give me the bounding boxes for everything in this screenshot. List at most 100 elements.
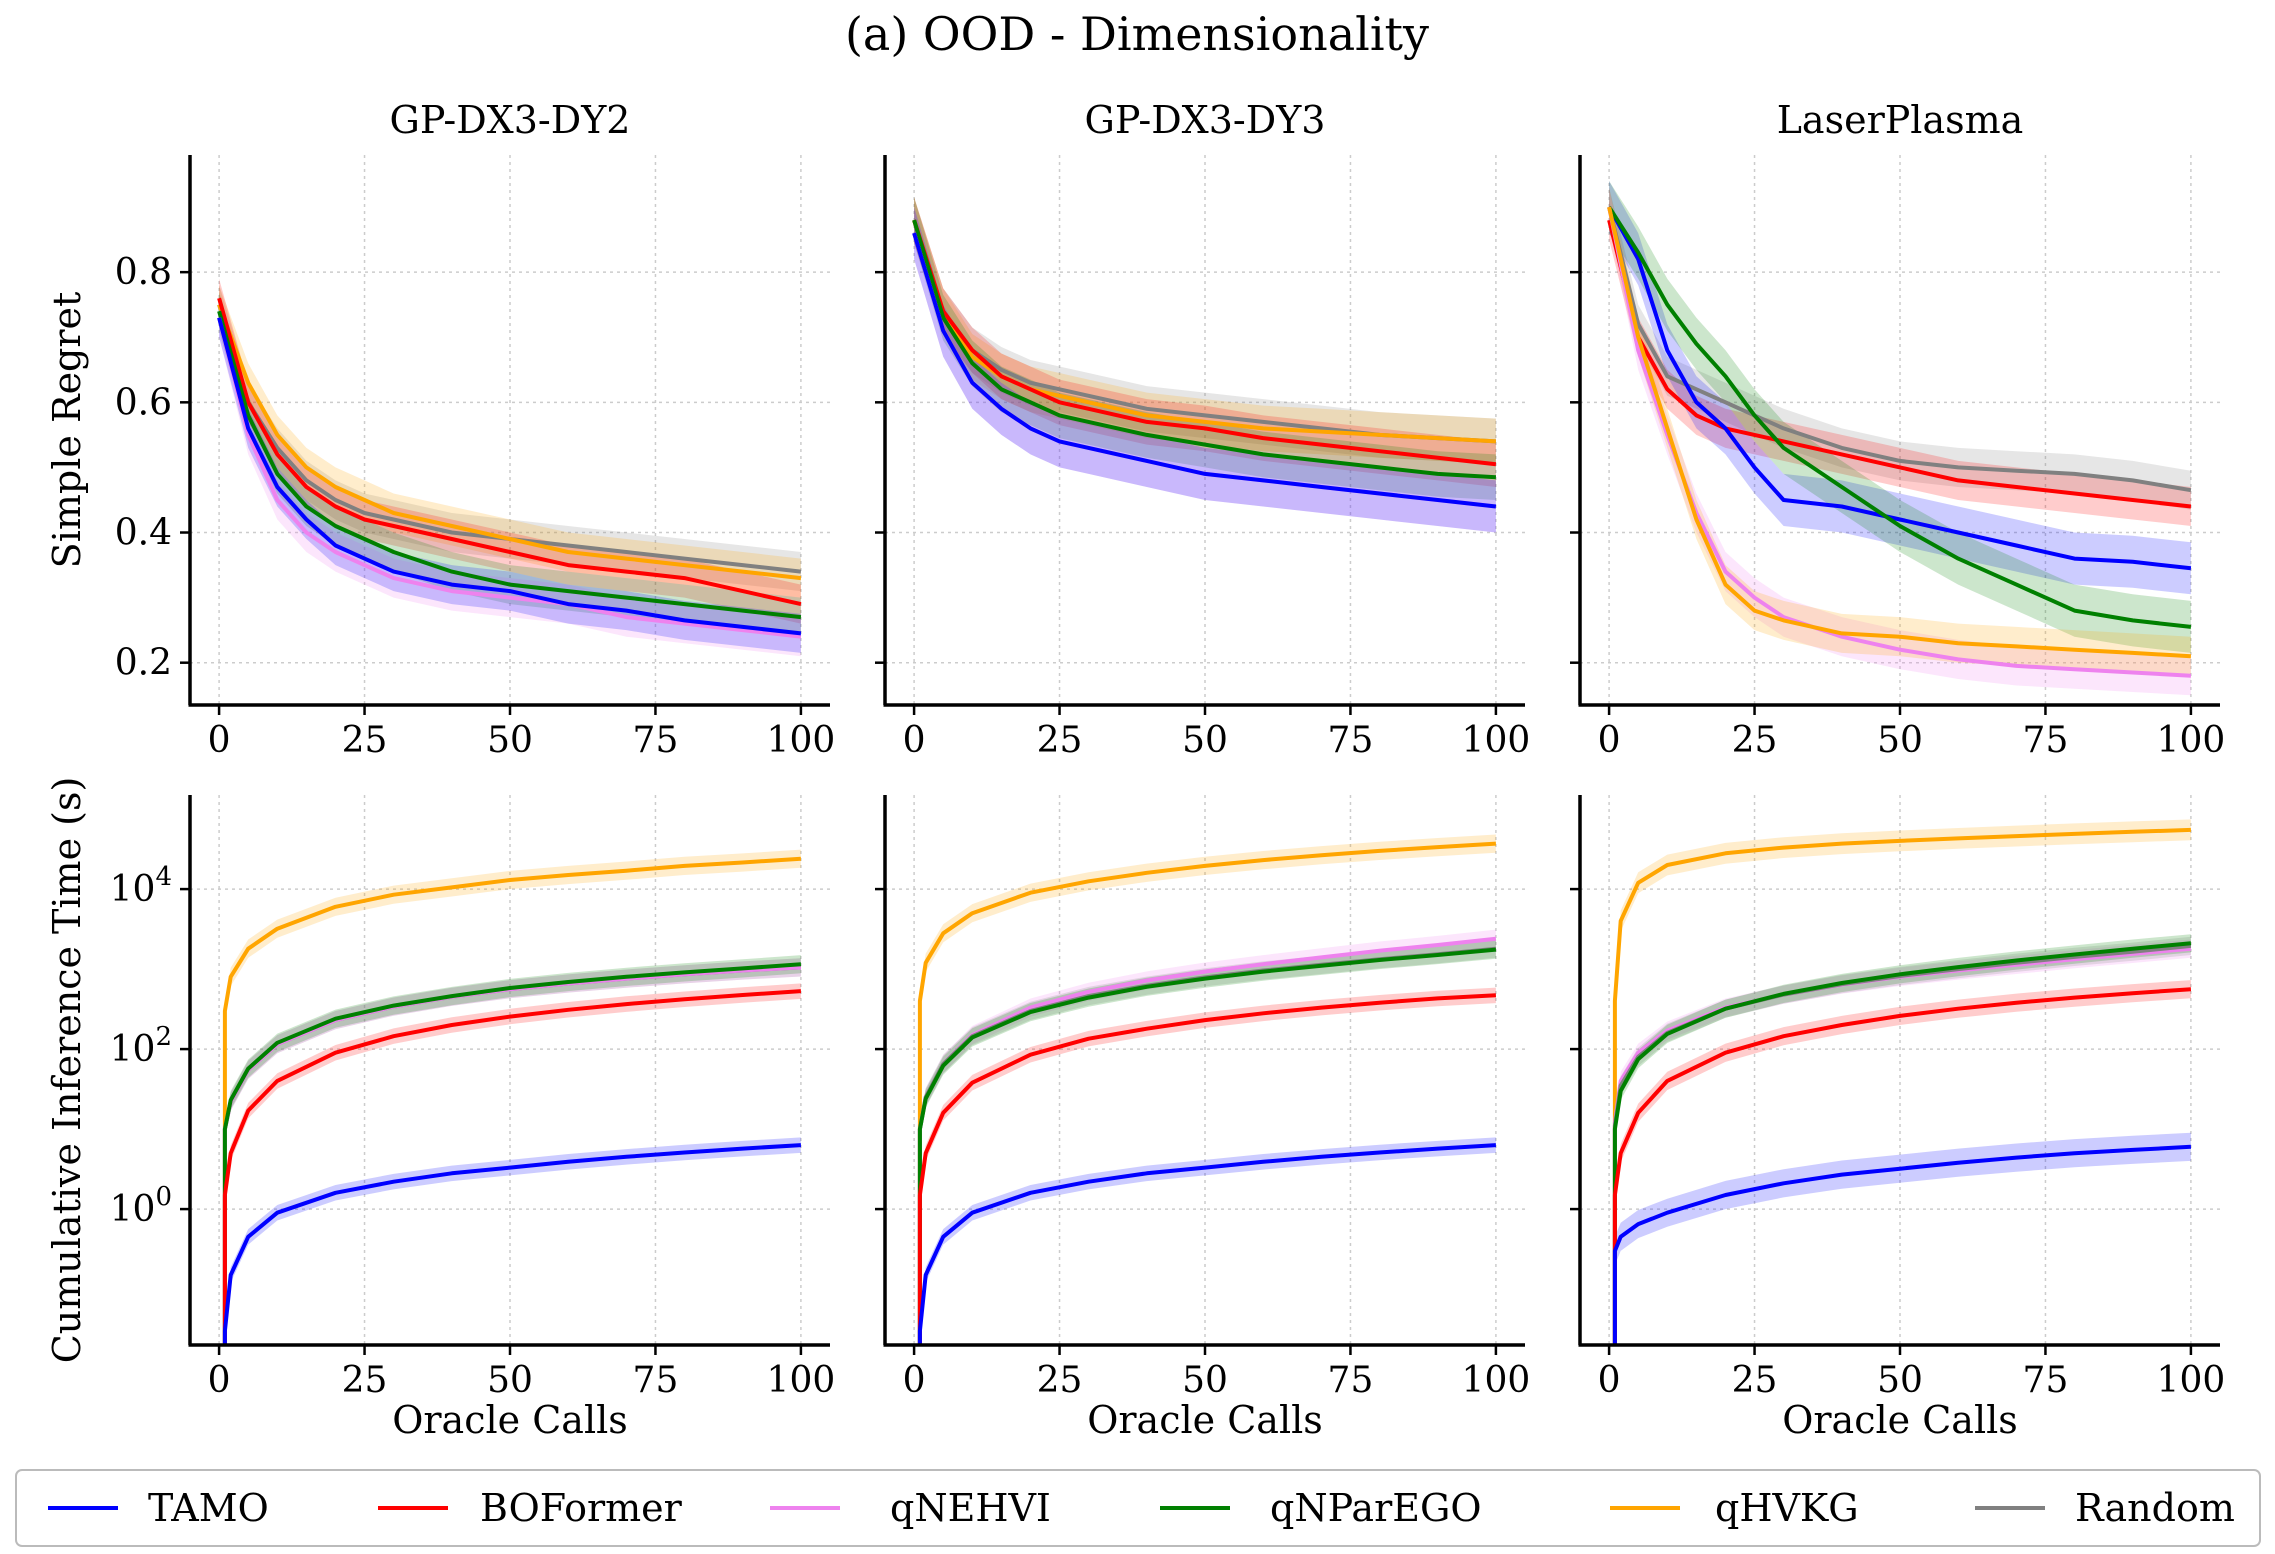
line-qhvkg: [217, 304, 802, 581]
x-tick-label: 100: [2157, 720, 2226, 761]
line-qnparego: [917, 947, 1497, 1345]
panel-title: LaserPlasma: [1777, 98, 2024, 142]
chart-panel-2: 0 25 50 75 100 GP-DX3-DY3: [875, 98, 1530, 761]
x-tick-label: 25: [1037, 1360, 1083, 1401]
x-tick-label: 0: [903, 1360, 926, 1401]
x-tick-label: 0: [1598, 720, 1621, 761]
chart-panel-1: 0 25 50 75 100 0.2 0.4 0.6 0.8 GP-DX3-DY2 Simple R…: [45, 98, 835, 761]
line-qhvkg: [222, 856, 802, 1345]
line-qnparego: [1612, 941, 2192, 1345]
line-qhvkg: [917, 841, 1497, 1345]
legend-label-qnehvi: qNEHVI: [890, 1486, 1051, 1530]
line-qhvkg: [912, 219, 1497, 444]
band-random: [1609, 187, 2191, 510]
line-boformer: [217, 297, 802, 607]
x-tick-label: 100: [2157, 1360, 2226, 1401]
x-tick-label: 25: [1037, 720, 1083, 761]
band-boformer: [919, 987, 1496, 1203]
line-tamo: [222, 1143, 802, 1345]
band-tamo: [914, 207, 1496, 533]
panel-title: GP-DX3-DY2: [390, 98, 631, 142]
y-tick-label: 0.4: [115, 513, 172, 554]
chart-panel-5: 0 25 50 75 100 Oracle Calls: [875, 795, 1530, 1442]
x-tick-label: 50: [487, 720, 533, 761]
line-random: [1607, 206, 2192, 493]
line-qnparego: [222, 962, 802, 1345]
band-qhvkg: [1614, 819, 2191, 1012]
x-tick-label: 75: [1328, 720, 1374, 761]
band-tamo: [1614, 1132, 2191, 1265]
legend-entry-qhvkg: qHVKG: [1610, 1486, 1859, 1530]
y-tick-label: 0.8: [115, 252, 172, 293]
y-tick-label: 0.2: [115, 643, 172, 684]
band-qnparego: [1609, 181, 2191, 653]
x-tick-label: 0: [1598, 1360, 1621, 1401]
x-tick-label: 0: [208, 720, 231, 761]
x-tick-label: 25: [342, 1360, 388, 1401]
band-boformer: [1609, 200, 2191, 526]
band-tamo: [1609, 181, 2191, 595]
line-boformer: [917, 993, 1497, 1345]
band-qnparego: [219, 291, 801, 637]
line-tamo: [217, 317, 802, 636]
legend-entry-qnparego: qNParEGO: [1160, 1486, 1482, 1530]
y-tick-label: 100: [110, 1182, 172, 1230]
line-boformer: [1607, 219, 2192, 509]
x-tick-label: 0: [208, 1360, 231, 1401]
legend-entry-tamo: TAMO: [48, 1486, 269, 1530]
x-tick-label: 50: [1877, 1360, 1923, 1401]
legend-label-random: Random: [2075, 1486, 2235, 1530]
line-tamo: [917, 1143, 1497, 1345]
x-tick-label: 50: [1182, 720, 1228, 761]
chart-panel-4: 0 25 50 75 100 100 102 104 Oracle Calls Cumulativ…: [45, 777, 835, 1442]
x-tick-label: 100: [767, 720, 836, 761]
legend: TAMO BOFormer qNEHVI qNParEGO qHVKG Rand…: [15, 1469, 2261, 1547]
chart-panel-6: 0 25 50 75 100 Oracle Calls: [1570, 795, 2225, 1442]
band-qnparego: [914, 197, 1496, 501]
x-tick-label: 75: [2023, 1360, 2069, 1401]
y-axis-title: Cumulative Inference Time (s): [45, 777, 89, 1364]
y-tick-label: 104: [110, 862, 172, 910]
legend-label-qnparego: qNParEGO: [1270, 1486, 1482, 1530]
x-tick-label: 100: [1462, 1360, 1531, 1401]
x-tick-label: 25: [1732, 720, 1778, 761]
y-tick-label: 102: [110, 1022, 172, 1070]
line-tamo: [912, 232, 1497, 509]
legend-label-tamo: TAMO: [148, 1486, 269, 1530]
band-boformer: [224, 983, 801, 1203]
band-random: [224, 958, 801, 1139]
y-axis-title: Simple Regret: [45, 292, 89, 569]
x-tick-label: 100: [767, 1360, 836, 1401]
x-axis-title: Oracle Calls: [392, 1398, 628, 1442]
x-tick-label: 50: [1182, 1360, 1228, 1401]
x-axis-title: Oracle Calls: [1782, 1398, 2018, 1442]
legend-frame: [15, 1469, 2261, 1547]
line-random: [217, 304, 802, 574]
x-tick-label: 75: [633, 720, 679, 761]
line-boformer: [1612, 987, 2192, 1345]
x-tick-label: 50: [1877, 720, 1923, 761]
x-tick-label: 25: [1732, 1360, 1778, 1401]
x-tick-label: 50: [487, 1360, 533, 1401]
line-boformer: [912, 219, 1497, 467]
x-tick-label: 100: [1462, 720, 1531, 761]
band-qhvkg: [224, 849, 801, 1020]
y-tick-label: 0.6: [115, 382, 172, 423]
legend-label-boformer: BOFormer: [480, 1486, 683, 1530]
x-axis-title: Oracle Calls: [1087, 1398, 1323, 1442]
x-tick-label: 75: [633, 1360, 679, 1401]
line-boformer: [222, 989, 802, 1345]
chart-panel-3: 0 25 50 75 100 LaserPlasma: [1570, 98, 2225, 761]
legend-entry-qnehvi: qNEHVI: [770, 1486, 1051, 1530]
legend-entry-boformer: BOFormer: [378, 1486, 683, 1530]
line-qnparego: [1607, 206, 2192, 629]
x-tick-label: 0: [903, 720, 926, 761]
figure-title: (a) OOD - Dimensionality: [845, 7, 1429, 61]
line-qnparego: [912, 219, 1497, 480]
band-qnehvi: [224, 958, 801, 1139]
x-tick-label: 25: [342, 720, 388, 761]
line-tamo: [1612, 1144, 2192, 1345]
line-qnparego: [217, 310, 802, 620]
line-tamo: [1607, 206, 2192, 571]
legend-label-qhvkg: qHVKG: [1715, 1486, 1859, 1530]
